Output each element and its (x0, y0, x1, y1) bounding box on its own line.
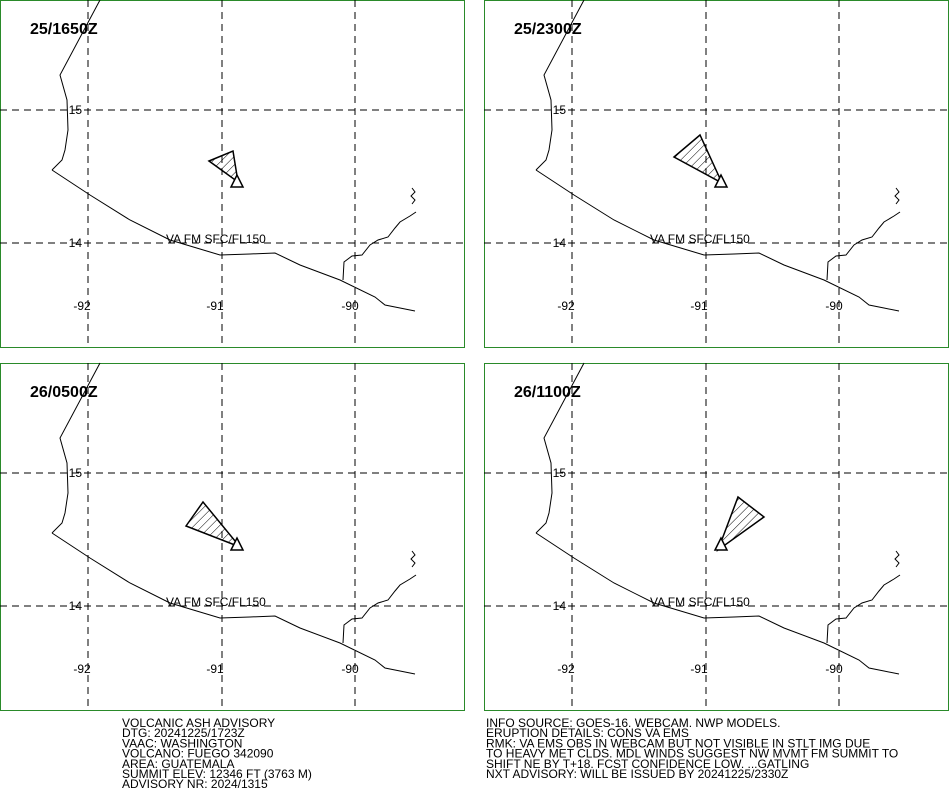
lon-label: -91 (690, 662, 708, 676)
lat-label: 15 (69, 103, 83, 117)
lat-label: 14 (553, 599, 567, 613)
coastline (535, 362, 585, 534)
map-panel: 26/1100Z 15 14 -92 -91 -90 VA FM SFC/FL150 (484, 362, 949, 711)
advisory-line: INFO SOURCE: GOES-16. WEBCAM. NWP MODELS… (486, 716, 781, 730)
layer-label: VA FM SFC/FL150 (650, 595, 750, 609)
panel-time: 25/1650Z (30, 21, 98, 38)
advisory-line: DTG: 20241225/1723Z (122, 726, 245, 740)
advisory-line: SUMMIT ELEV: 12346 FT (3763 M) (122, 767, 312, 781)
lon-label: -92 (557, 299, 575, 313)
advisory-line: AREA: GUATEMALA (122, 757, 234, 771)
panel-frame (484, 363, 949, 711)
lat-label: 14 (553, 236, 567, 250)
advisory-line: NXT ADVISORY: WILL BE ISSUED BY 20241225… (486, 767, 788, 781)
coastline (410, 187, 416, 205)
coastline (535, 532, 900, 675)
lon-label: -92 (73, 299, 91, 313)
panel-time: 26/1100Z (514, 384, 581, 401)
advisory-line: ERUPTION DETAILS: CONS VA EMS (486, 726, 689, 740)
panel-time: 25/2300Z (514, 21, 582, 38)
map-panel: 26/0500Z 15 14 -92 -91 -90 VA FM SFC/FL150 (0, 362, 465, 711)
volcano (713, 536, 729, 551)
coastline (51, 169, 416, 312)
lon-label: -91 (690, 299, 708, 313)
volcano (713, 173, 729, 188)
lon-label: -91 (206, 662, 224, 676)
coastline (51, 0, 101, 171)
advisory-line: VOLCANIC ASH ADVISORY (122, 716, 275, 730)
advisory-line: VAAC: WASHINGTON (122, 736, 242, 750)
panel-frame (484, 0, 949, 348)
lon-label: -90 (341, 662, 359, 676)
ash-area (672, 133, 724, 185)
ash-area (184, 500, 243, 549)
lon-label: -90 (341, 299, 359, 313)
map-panel: 25/2300Z 15 14 -92 -91 -90 VA FM SFC/FL150 (484, 0, 949, 348)
coastline (535, 169, 900, 312)
lon-label: -92 (73, 662, 91, 676)
coastline (894, 187, 900, 205)
coastline (342, 211, 417, 281)
coastline (410, 550, 416, 568)
ash-area (207, 149, 240, 184)
lon-label: -90 (825, 299, 843, 313)
layer-label: VA FM SFC/FL150 (166, 595, 266, 609)
coastline (51, 532, 416, 675)
lon-label: -91 (206, 299, 224, 313)
coastline (894, 550, 900, 568)
advisory-line: RMK: VA EMS OBS IN WEBCAM BUT NOT VISIBL… (486, 736, 870, 750)
volcano (229, 536, 245, 551)
ash-area (716, 495, 766, 553)
advisory-line: VOLCANO: FUEGO 342090 (122, 747, 274, 761)
coastline (535, 0, 585, 171)
layer-label: VA FM SFC/FL150 (650, 232, 750, 246)
panel-frame (0, 363, 465, 711)
lon-label: -90 (825, 662, 843, 676)
map-panel: 25/1650Z 15 14 -92 -91 -90 VA FM SFC/FL150 (0, 0, 465, 348)
layer-label: VA FM SFC/FL150 (166, 232, 266, 246)
coastline (826, 211, 901, 281)
volcano (229, 173, 245, 188)
coastline (342, 574, 417, 644)
advisory-line: TO HEAVY MET CLDS. MDL WINDS SUGGEST NW … (486, 747, 898, 761)
lat-label: 14 (69, 236, 83, 250)
coastline (826, 574, 901, 644)
panel-frame (0, 0, 465, 348)
panel-time: 26/0500Z (30, 384, 98, 401)
lat-label: 15 (553, 466, 567, 480)
lat-label: 15 (553, 103, 567, 117)
coastline (51, 362, 101, 534)
lon-label: -92 (557, 662, 575, 676)
advisory-line: ADVISORY NR: 2024/1315 (122, 777, 268, 791)
lat-label: 14 (69, 599, 83, 613)
advisory-line: SHIFT NE BY T+18. FCST CONFIDENCE LOW. .… (486, 757, 809, 771)
lat-label: 15 (69, 466, 83, 480)
